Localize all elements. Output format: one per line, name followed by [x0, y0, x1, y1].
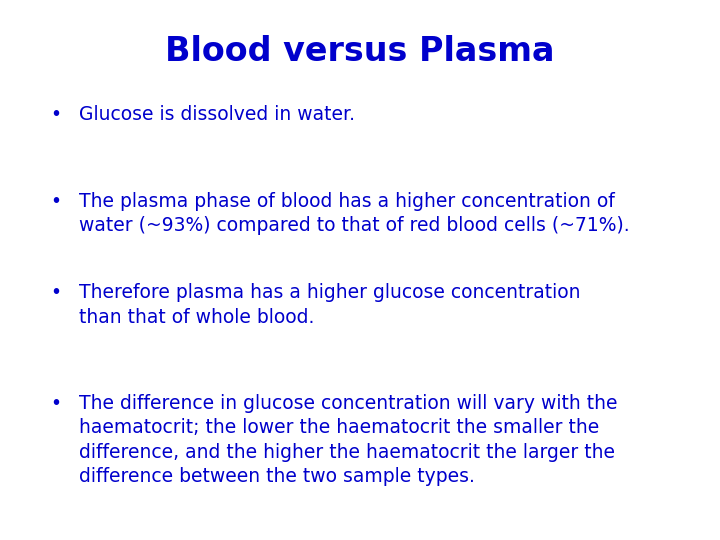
Text: The plasma phase of blood has a higher concentration of
water (~93%) compared to: The plasma phase of blood has a higher c…	[79, 192, 630, 235]
Text: •: •	[50, 192, 61, 211]
Text: Therefore plasma has a higher glucose concentration
than that of whole blood.: Therefore plasma has a higher glucose co…	[79, 284, 581, 327]
Text: •: •	[50, 105, 61, 124]
Text: Blood versus Plasma: Blood versus Plasma	[166, 35, 554, 68]
Text: •: •	[50, 394, 61, 413]
Text: Glucose is dissolved in water.: Glucose is dissolved in water.	[79, 105, 355, 124]
Text: •: •	[50, 284, 61, 302]
Text: The difference in glucose concentration will vary with the
haematocrit; the lowe: The difference in glucose concentration …	[79, 394, 618, 486]
